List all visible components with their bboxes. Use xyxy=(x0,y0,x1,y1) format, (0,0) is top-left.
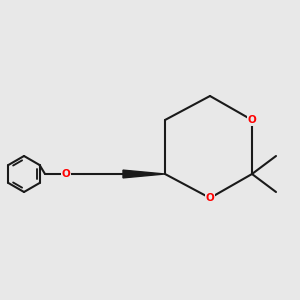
Text: O: O xyxy=(206,193,214,203)
Text: O: O xyxy=(61,169,70,179)
Text: O: O xyxy=(248,115,256,125)
Polygon shape xyxy=(123,170,165,178)
